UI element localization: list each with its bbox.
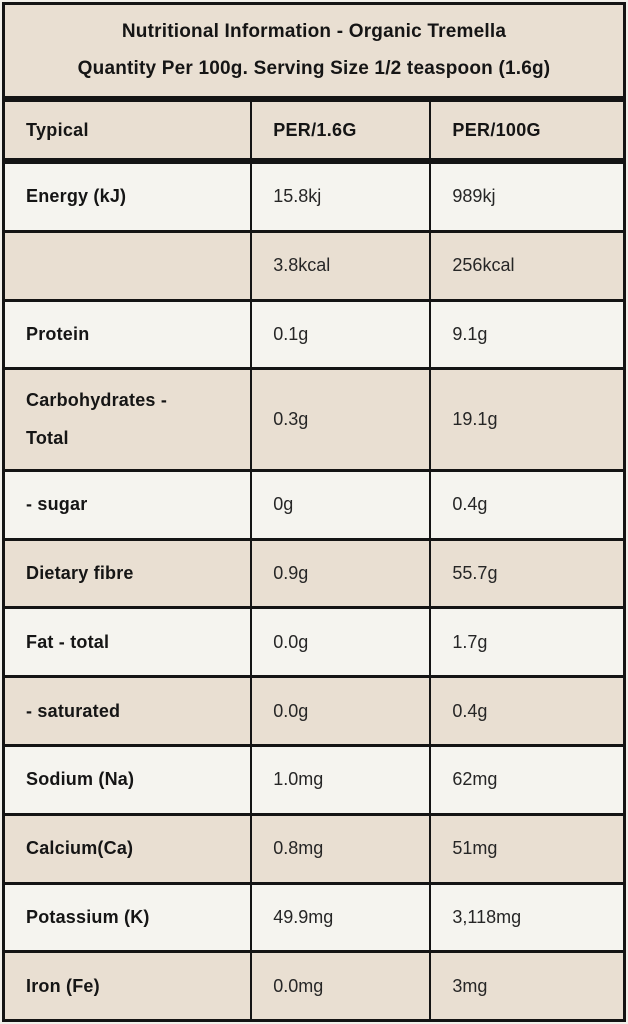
table-row: Sodium (Na) 1.0mg 62mg — [5, 747, 623, 816]
row-label-cell: Carbohydrates - Total — [5, 370, 253, 469]
per-100g-cell: 62mg — [452, 769, 498, 790]
table-row: Iron (Fe) 0.0mg 3mg — [5, 953, 623, 1020]
per-100g-cell: 0.4g — [452, 700, 488, 721]
per-1-6g-cell: 0g — [252, 471, 432, 538]
row-label-cell: - saturated — [5, 678, 253, 744]
table-row: 3.8kcal 256kcal — [5, 232, 623, 302]
row-label-cell: - sugar — [5, 471, 253, 538]
table-row: Calcium(Ca) 0.8mg 51mg — [5, 815, 623, 885]
per-100g-cell: 3mg — [452, 975, 488, 996]
header-cell-per-100g: PER/100G — [452, 119, 541, 140]
title-line-2: Quantity Per 100g. Serving Size 1/2 teas… — [77, 58, 551, 79]
per-1-6g-cell: 3.8kcal — [252, 232, 432, 299]
row-label-cell: Protein — [5, 301, 253, 368]
table-body: Energy (kJ) 15.8kj 989kj 3.8kcal 256kcal… — [5, 164, 623, 1020]
per-100g-cell: 256kcal — [452, 255, 515, 276]
per-1-6g-cell: 49.9mg — [252, 884, 432, 951]
per-100g-cell: 9.1g — [452, 323, 488, 344]
per-1-6g-cell: 0.8mg — [252, 815, 432, 882]
row-label-cell: Dietary fibre — [5, 540, 253, 607]
table-row: Potassium (K) 49.9mg 3,118mg — [5, 884, 623, 954]
table-row: - saturated 0.0g 0.4g — [5, 678, 623, 747]
header-cell-typical: Typical — [5, 102, 253, 158]
header-cell-per-1-6g: PER/1.6G — [252, 102, 432, 158]
per-1-6g-cell: 0.0mg — [252, 953, 432, 1020]
per-1-6g-cell: 0.0g — [252, 678, 432, 744]
row-label-cell: Energy (kJ) — [5, 164, 253, 230]
row-label-cell: Fat - total — [5, 609, 253, 676]
row-label-cell: Potassium (K) — [5, 884, 253, 951]
per-100g-cell: 3,118mg — [452, 906, 522, 927]
per-1-6g-cell: 0.0g — [252, 609, 432, 676]
per-100g-cell: 55.7g — [452, 563, 498, 584]
per-100g-cell: 19.1g — [452, 409, 498, 430]
per-100g-cell: 1.7g — [452, 631, 488, 652]
per-1-6g-cell: 0.9g — [252, 540, 432, 607]
table-row: Carbohydrates - Total 0.3g 19.1g — [5, 370, 623, 472]
title-line-1: Nutritional Information - Organic Tremel… — [121, 21, 507, 42]
table-row: Dietary fibre 0.9g 55.7g — [5, 540, 623, 610]
row-label-cell: Sodium (Na) — [5, 747, 253, 813]
per-100g-cell: 51mg — [452, 838, 498, 859]
header-row: Typical PER/1.6G PER/100G — [5, 102, 623, 164]
per-1-6g-cell: 0.1g — [252, 301, 432, 368]
per-100g-cell: 989kj — [452, 186, 496, 207]
per-1-6g-cell: 15.8kj — [252, 164, 432, 230]
per-100g-cell: 0.4g — [452, 494, 488, 515]
per-1-6g-cell: 0.3g — [252, 370, 432, 469]
table-row: Fat - total 0.0g 1.7g — [5, 609, 623, 679]
row-label-cell: Calcium(Ca) — [5, 815, 253, 882]
table-row: Energy (kJ) 15.8kj 989kj — [5, 164, 623, 233]
row-label-cell — [5, 232, 253, 299]
row-label-cell: Iron (Fe) — [5, 953, 253, 1020]
table-row: Protein 0.1g 9.1g — [5, 301, 623, 371]
table-title: Nutritional Information - Organic Tremel… — [5, 5, 623, 102]
table-row: - sugar 0g 0.4g — [5, 471, 623, 541]
per-1-6g-cell: 1.0mg — [252, 747, 432, 813]
